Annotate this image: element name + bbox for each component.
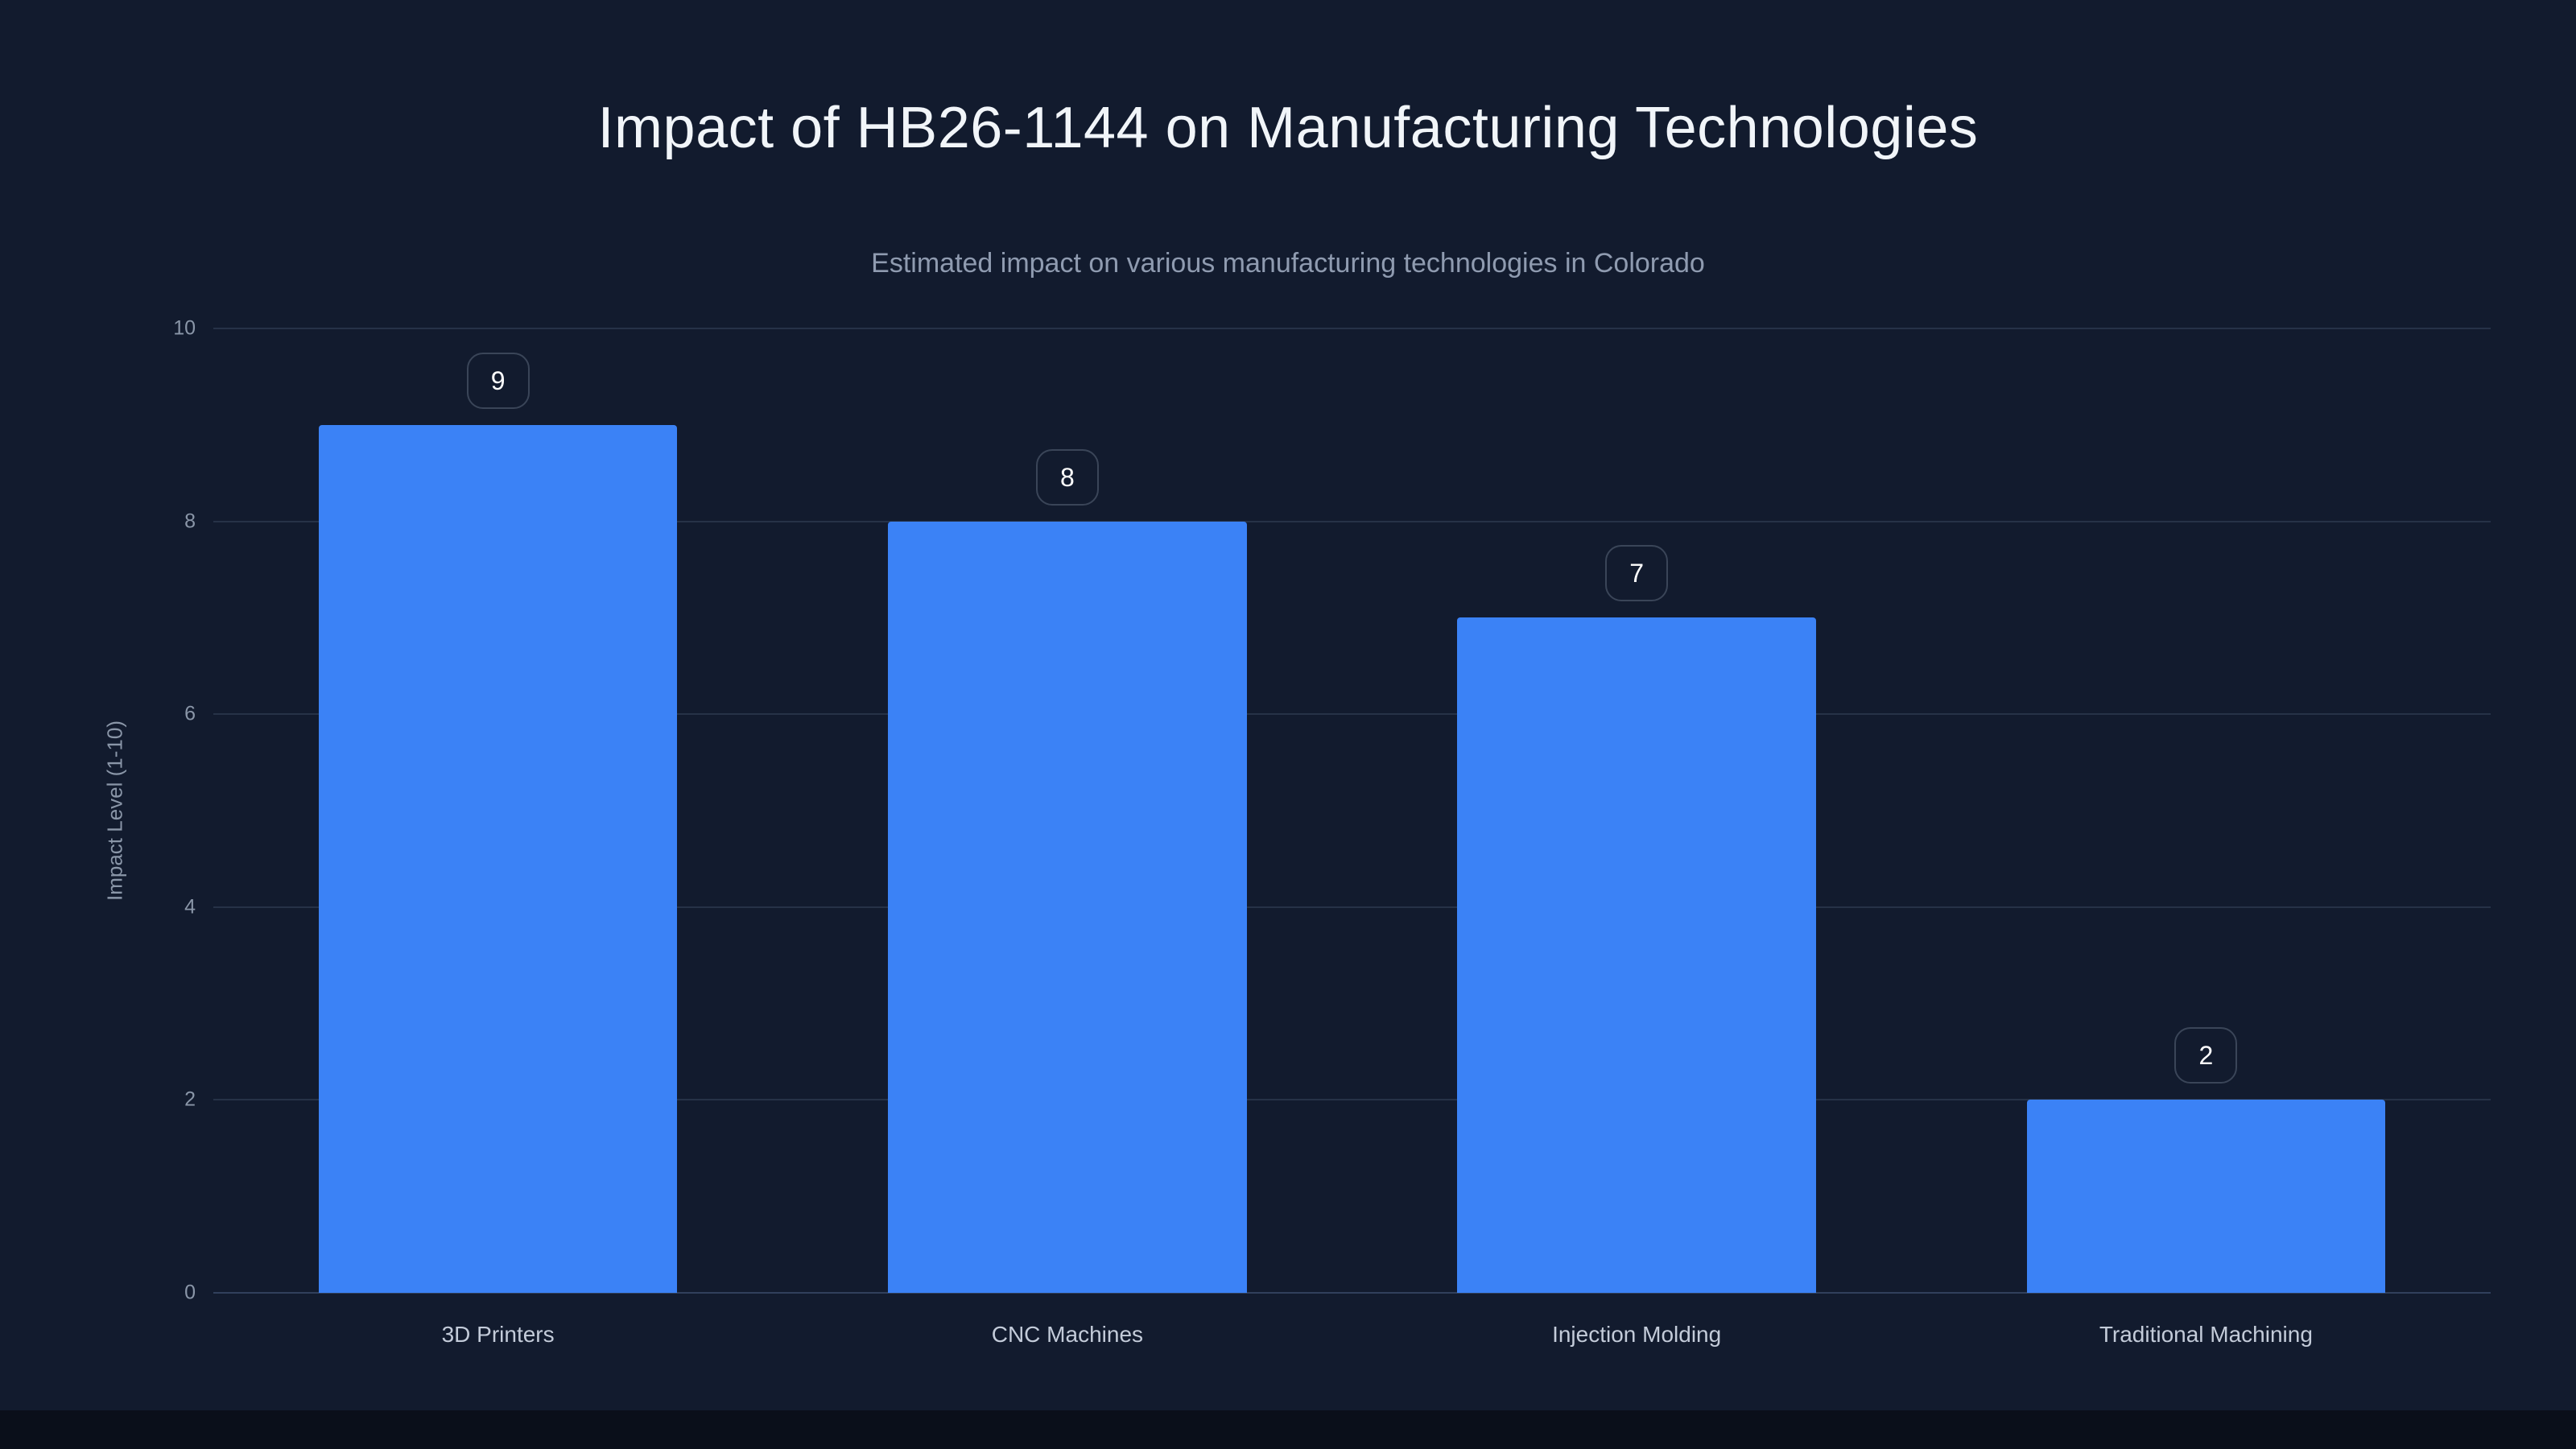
bar-slot: 2 [1922, 328, 2491, 1293]
chart-subtitle: Estimated impact on various manufacturin… [871, 248, 1705, 279]
gridline [213, 520, 2491, 522]
bar-slot: 8 [782, 328, 1352, 1293]
gridlines [213, 328, 2491, 1294]
gridline [213, 906, 2491, 908]
bar [1457, 617, 1816, 1293]
bar [318, 424, 678, 1293]
value-label: 8 [1035, 448, 1099, 506]
footer-strip [0, 1410, 2576, 1449]
y-tick-label: 2 [184, 1088, 196, 1111]
y-axis-title: Impact Level (1-10) [102, 720, 127, 901]
bar [888, 521, 1247, 1293]
y-tick-label: 0 [184, 1281, 196, 1304]
x-axis-label: CNC Machines [991, 1322, 1144, 1347]
gridline [213, 713, 2491, 716]
chart-title: Impact of HB26-1144 on Manufacturing Tec… [597, 96, 1979, 160]
x-axis-label: Injection Molding [1552, 1322, 1722, 1347]
value-label: 7 [1605, 545, 1669, 602]
bars: 9 8 7 2 [213, 328, 2491, 1293]
x-axis-label: 3D Printers [441, 1322, 555, 1347]
plot-area: 0 2 4 6 8 10 9 8 7 2 [173, 318, 2491, 1302]
bar-slot: 9 [213, 328, 782, 1293]
y-tick-label: 8 [184, 510, 196, 533]
x-axis-labels: 3D Printers CNC Machines Injection Molding… [213, 1322, 2491, 1357]
value-label: 9 [466, 352, 530, 409]
y-tick-labels: 0 2 4 6 8 10 [173, 318, 2491, 1302]
x-axis-label: Traditional Machining [2099, 1322, 2313, 1347]
value-label: 2 [2174, 1027, 2238, 1084]
bar-slot: 7 [1352, 328, 1922, 1293]
y-tick-label: 6 [184, 702, 196, 725]
gridline [213, 1099, 2491, 1101]
bar [2026, 1100, 2386, 1293]
gridline [213, 328, 2491, 329]
y-tick-label: 10 [173, 316, 196, 340]
y-tick-label: 4 [184, 895, 196, 919]
gridline [213, 1292, 2491, 1294]
